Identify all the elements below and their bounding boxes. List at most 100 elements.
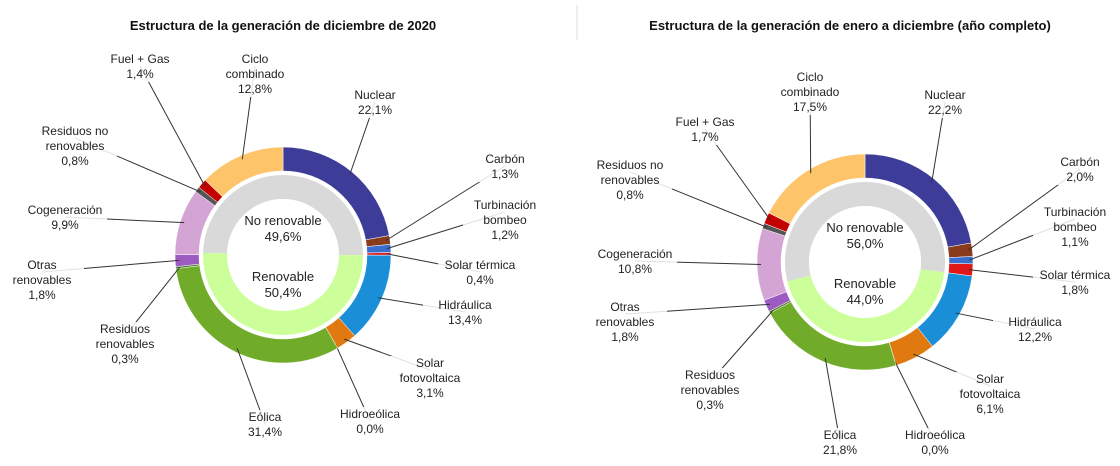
segment-value: 1,4% <box>126 67 154 81</box>
segment-value: 21,8% <box>822 443 858 457</box>
segment-value: 22,1% <box>357 103 393 117</box>
inner-label: No renovable 49,6% <box>228 213 338 245</box>
donut-hole <box>227 199 339 311</box>
segment-value: 1,7% <box>691 130 719 144</box>
segment-name: Solar fotovoltaica <box>959 372 1021 401</box>
donut-segment <box>768 153 866 225</box>
chart-title: Estructura de la generación de diciembre… <box>129 18 437 33</box>
segment-label: Residuos renovables 0,3% <box>668 368 752 413</box>
segment-value: 1,3% <box>491 167 519 181</box>
segment-label: Otras renovables 1,8% <box>583 300 667 345</box>
segment-name: Carbón <box>485 152 525 166</box>
segment-name: Cogeneración <box>597 247 673 261</box>
segment-name: Solar térmica <box>1039 268 1111 282</box>
segment-name: Hidroeólica <box>339 407 401 421</box>
inner-label: Renovable 44,0% <box>810 276 920 308</box>
segment-name: Fuel + Gas <box>110 52 170 66</box>
segment-value: 9,9% <box>51 218 79 232</box>
segment-label: Hidráulica 12,2% <box>993 315 1077 345</box>
segment-name: Nuclear <box>354 88 396 102</box>
segment-label: Hidroeólica 0,0% <box>893 428 977 458</box>
segment-label: Cogeneración 10,8% <box>593 247 677 277</box>
segment-name: Residuos no renovables <box>41 124 109 153</box>
segment-name: Eólica <box>248 410 282 424</box>
segment-label: Eólica 21,8% <box>798 428 882 458</box>
segment-name: Carbón <box>1060 155 1100 169</box>
segment-label: Fuel + Gas 1,4% <box>98 52 182 82</box>
donut-segment <box>756 228 787 301</box>
segment-name: Hidroeólica <box>904 428 966 442</box>
segment-value: 17,5% <box>792 100 828 114</box>
segment-name: Cogeneración <box>27 203 103 217</box>
segment-label: Ciclo combinado 17,5% <box>768 70 852 115</box>
segment-label: Carbón 2,0% <box>1038 155 1120 185</box>
segment-name: Eólica <box>823 428 857 442</box>
segment-label: Ciclo combinado 12,8% <box>213 52 297 97</box>
inner-label: No renovable 56,0% <box>810 220 920 252</box>
segment-value: 1,8% <box>28 288 56 302</box>
segment-label: Carbón 1,3% <box>463 152 547 182</box>
segment-name: Residuos renovables <box>680 368 740 397</box>
segment-value: 1,1% <box>1061 235 1089 249</box>
segment-label: Hidroeólica 0,0% <box>328 407 412 437</box>
segment-name: Residuos renovables <box>95 322 155 351</box>
segment-label: Residuos no renovables 0,8% <box>33 124 117 169</box>
segment-value: 12,8% <box>237 82 273 96</box>
segment-label: Cogeneración 9,9% <box>23 203 107 233</box>
segment-value: 0,0% <box>921 443 949 457</box>
segment-value: 0,8% <box>61 154 89 168</box>
segment-value: 12,2% <box>1017 330 1053 344</box>
segment-name: Hidráulica <box>1008 315 1062 329</box>
segment-label: Residuos no renovables 0,8% <box>588 158 672 203</box>
segment-label: Otras renovables 1,8% <box>0 258 84 303</box>
segment-value: 13,4% <box>447 313 483 327</box>
inner-value: 56,0% <box>846 236 884 251</box>
inner-value: 49,6% <box>264 229 302 244</box>
segment-label: Fuel + Gas 1,7% <box>663 115 747 145</box>
segment-value: 0,3% <box>111 352 139 366</box>
segment-label: Nuclear 22,2% <box>903 88 987 118</box>
inner-segment <box>787 269 945 342</box>
segment-value: 0,4% <box>466 273 494 287</box>
segment-value: 10,8% <box>617 262 653 276</box>
inner-value: 50,4% <box>264 285 302 300</box>
segment-value: 0,3% <box>696 398 724 412</box>
segment-name: Otras renovables <box>12 258 72 287</box>
segment-value: 31,4% <box>247 425 283 439</box>
segment-name: Solar térmica <box>444 258 516 272</box>
segment-label: Solar fotovoltaica 6,1% <box>948 372 1032 417</box>
inner-value: 44,0% <box>846 292 884 307</box>
segment-value: 2,0% <box>1066 170 1094 184</box>
inner-segment <box>203 252 363 335</box>
inner-name: No renovable <box>244 213 322 228</box>
segment-name: Solar fotovoltaica <box>399 356 461 385</box>
segment-name: Nuclear <box>924 88 966 102</box>
segment-label: Turbinación bombeo 1,1% <box>1033 205 1117 250</box>
donut-hole <box>809 206 921 318</box>
segment-value: 6,1% <box>976 402 1004 416</box>
segment-name: Hidráulica <box>438 298 492 312</box>
segment-name: Ciclo combinado <box>780 70 840 99</box>
segment-label: Eólica 31,4% <box>223 410 307 440</box>
leader-line <box>139 65 206 187</box>
segment-name: Otras renovables <box>595 300 655 329</box>
segment-name: Residuos no renovables <box>596 158 664 187</box>
segment-label: Solar fotovoltaica 3,1% <box>388 356 472 401</box>
segment-name: Turbinación bombeo <box>1043 205 1107 234</box>
segment-value: 3,1% <box>416 386 444 400</box>
segment-label: Turbinación bombeo 1,2% <box>463 198 547 243</box>
segment-value: 1,8% <box>1061 283 1089 297</box>
segment-label: Residuos renovables 0,3% <box>83 322 167 367</box>
segment-label: Nuclear 22,1% <box>333 88 417 118</box>
segment-value: 22,2% <box>927 103 963 117</box>
chart-title: Estructura de la generación de enero a d… <box>649 18 1051 33</box>
donut-segment <box>204 146 284 198</box>
segment-label: Solar térmica 1,8% <box>1033 268 1117 298</box>
segment-value: 1,2% <box>491 228 519 242</box>
segment-value: 0,0% <box>356 422 384 436</box>
inner-label: Renovable 50,4% <box>228 269 338 301</box>
inner-segment <box>785 182 945 282</box>
inner-name: Renovable <box>251 269 315 284</box>
